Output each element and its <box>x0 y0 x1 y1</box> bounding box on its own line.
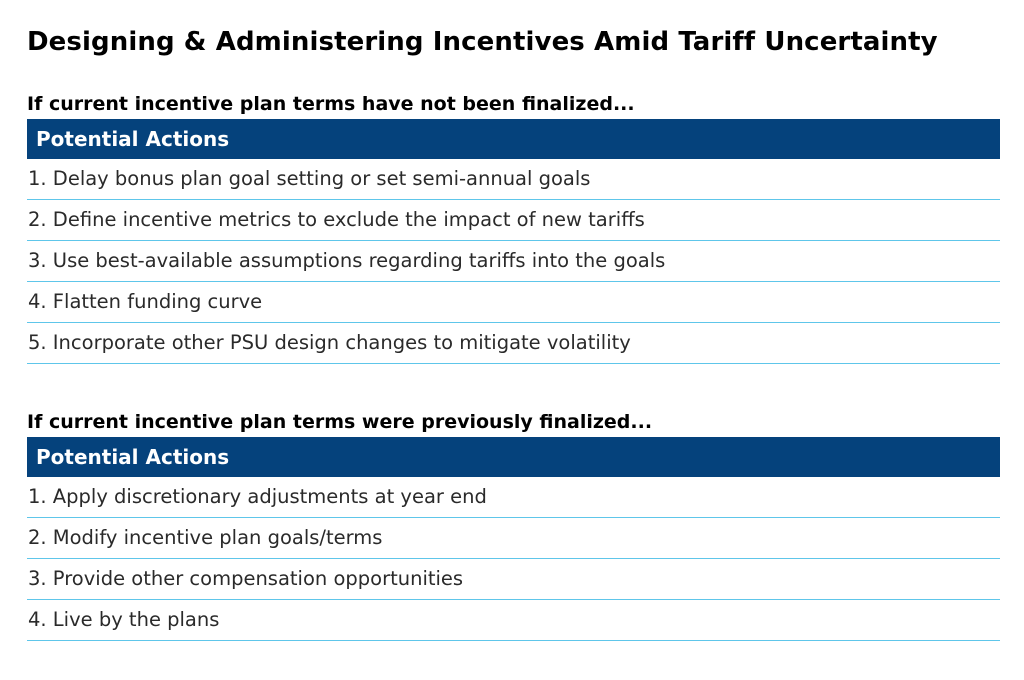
action-row: 3. Provide other compensation opportunit… <box>27 559 1000 600</box>
action-row: 2. Modify incentive plan goals/terms <box>27 518 1000 559</box>
action-row: 2. Define incentive metrics to exclude t… <box>27 200 1000 241</box>
action-row: 1. Apply discretionary adjustments at ye… <box>27 477 1000 518</box>
action-row: 5. Incorporate other PSU design changes … <box>27 323 1000 364</box>
action-row: 4. Flatten funding curve <box>27 282 1000 323</box>
page-title: Designing & Administering Incentives Ami… <box>27 27 938 57</box>
action-row: 3. Use best-available assumptions regard… <box>27 241 1000 282</box>
action-row: 4. Live by the plans <box>27 600 1000 641</box>
action-row: 1. Delay bonus plan goal setting or set … <box>27 159 1000 200</box>
section-heading: If current incentive plan terms have not… <box>27 93 635 115</box>
section-previously-finalized: If current incentive plan terms were pre… <box>27 407 1000 641</box>
action-list: 1. Delay bonus plan goal setting or set … <box>27 159 1000 364</box>
action-list: 1. Apply discretionary adjustments at ye… <box>27 477 1000 641</box>
section-not-finalized: If current incentive plan terms have not… <box>27 89 1000 364</box>
table-header-potential-actions: Potential Actions <box>27 119 1000 159</box>
section-heading: If current incentive plan terms were pre… <box>27 411 653 433</box>
table-header-potential-actions: Potential Actions <box>27 437 1000 477</box>
